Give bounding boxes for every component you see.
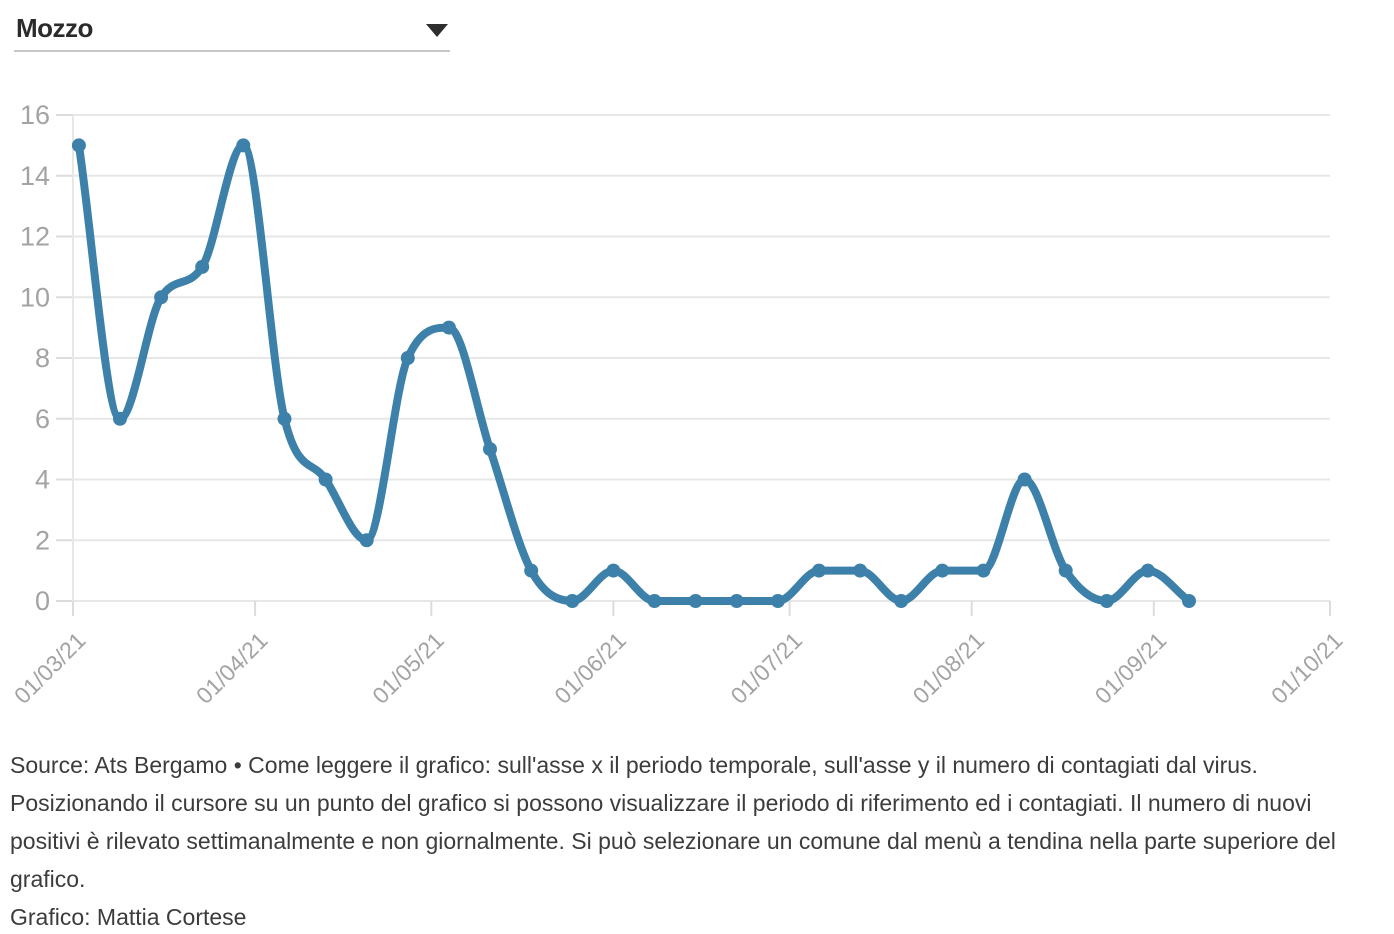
data-point[interactable] — [976, 563, 991, 578]
data-point[interactable] — [113, 411, 127, 426]
dropdown-underline — [14, 50, 450, 52]
data-point[interactable] — [729, 594, 744, 608]
data-point[interactable] — [154, 290, 169, 305]
y-axis-label: 14 — [20, 161, 50, 191]
x-axis-label: 01/08/21 — [908, 627, 990, 709]
y-axis-label: 12 — [20, 222, 50, 252]
x-axis-label: 01/10/21 — [1266, 627, 1348, 709]
x-axis-label: 01/07/21 — [725, 627, 807, 709]
credit-note: Grafico: Mattia Cortese — [10, 904, 247, 930]
data-point[interactable] — [688, 594, 703, 608]
data-point[interactable] — [195, 259, 210, 274]
y-axis-label: 10 — [20, 282, 50, 312]
data-point[interactable] — [770, 594, 785, 608]
data-point[interactable] — [441, 320, 456, 335]
data-point[interactable] — [1182, 594, 1196, 608]
y-axis-label: 4 — [35, 465, 50, 495]
y-axis-label: 16 — [20, 100, 50, 130]
data-point[interactable] — [894, 594, 909, 608]
source-note: Source: Ats Bergamo • Come leggere il gr… — [10, 752, 1336, 892]
x-axis-label: 01/03/21 — [9, 627, 91, 709]
line-chart: 0 2 4 6 8 10 12 14 16 01/03/21 01/04/21 01/05/21 01/… — [9, 100, 1348, 709]
data-point[interactable] — [1099, 594, 1114, 608]
x-axis-label: 01/06/21 — [549, 627, 631, 709]
series-line — [74, 141, 1193, 605]
y-axis-label: 6 — [35, 404, 50, 434]
chevron-down-icon — [426, 24, 448, 37]
data-point[interactable] — [1058, 563, 1073, 578]
data-point[interactable] — [483, 442, 497, 457]
data-point[interactable] — [71, 138, 86, 153]
data-point[interactable] — [1017, 472, 1032, 487]
data-point[interactable] — [935, 563, 950, 578]
data-point[interactable] — [318, 472, 333, 487]
data-point[interactable] — [565, 594, 580, 608]
y-axis-label: 0 — [35, 586, 50, 616]
chart-footer: Source: Ats Bergamo • Come leggere il gr… — [10, 746, 1350, 934]
municipality-dropdown[interactable]: Mozzo — [14, 10, 450, 54]
data-point[interactable] — [853, 563, 868, 578]
data-point[interactable] — [647, 594, 662, 608]
data-point[interactable] — [277, 411, 292, 426]
data-point[interactable] — [524, 563, 539, 578]
data-point[interactable] — [606, 563, 621, 578]
y-axis-label: 8 — [35, 343, 50, 373]
x-axis-label: 01/05/21 — [367, 627, 449, 709]
dropdown-selected-value: Mozzo — [16, 13, 93, 43]
x-axis-label: 01/04/21 — [191, 627, 273, 709]
y-axis-label: 2 — [35, 525, 50, 555]
data-point[interactable] — [1140, 563, 1155, 578]
data-point[interactable] — [236, 138, 251, 153]
data-point[interactable] — [812, 563, 826, 578]
x-axis-label: 01/09/21 — [1090, 627, 1172, 709]
data-point[interactable] — [400, 351, 415, 365]
data-point[interactable] — [359, 533, 374, 548]
